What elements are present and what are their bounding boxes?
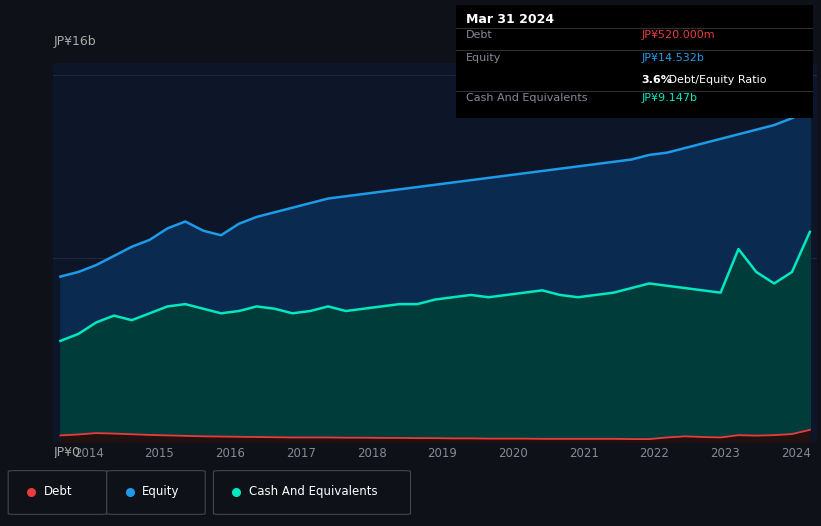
Text: Mar 31 2024: Mar 31 2024 [466,13,554,26]
Text: Debt/Equity Ratio: Debt/Equity Ratio [664,75,766,85]
Text: Equity: Equity [466,53,502,63]
FancyBboxPatch shape [213,471,410,514]
FancyBboxPatch shape [8,471,107,514]
Text: Cash And Equivalents: Cash And Equivalents [249,485,378,498]
Text: Cash And Equivalents: Cash And Equivalents [466,94,588,104]
Text: JP¥14.532b: JP¥14.532b [641,53,704,63]
Text: JP¥9.147b: JP¥9.147b [641,94,697,104]
Text: Debt: Debt [466,30,493,40]
Text: JP¥520.000m: JP¥520.000m [641,30,715,40]
Text: JP¥0: JP¥0 [53,446,80,459]
Text: Equity: Equity [142,485,180,498]
Text: Debt: Debt [44,485,72,498]
FancyBboxPatch shape [107,471,205,514]
Text: 3.6%: 3.6% [641,75,672,85]
Text: JP¥16b: JP¥16b [53,35,96,48]
